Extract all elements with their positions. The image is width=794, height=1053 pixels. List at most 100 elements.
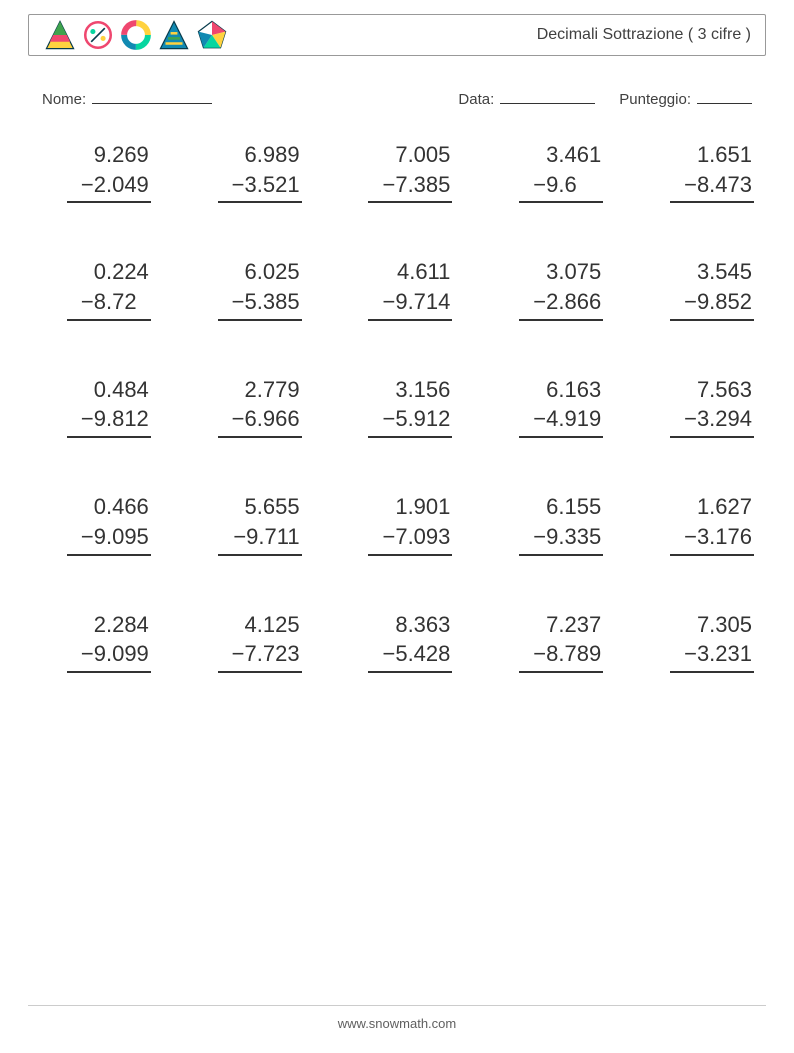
logo-row — [43, 18, 229, 52]
subtrahend: −2.866 — [519, 287, 603, 321]
problem: 0.484−9.812 — [40, 375, 151, 438]
problem: 4.611−9.714 — [342, 257, 453, 320]
minus-sign: − — [81, 524, 94, 549]
subtrahend: −4.919 — [519, 404, 603, 438]
header-bar: Decimali Sottrazione ( 3 cifre ) — [28, 14, 766, 56]
date-label: Data: — [458, 91, 494, 108]
problem: 3.461−9.6 — [492, 140, 603, 203]
problem: 0.466−9.095 — [40, 492, 151, 555]
minuend: 4.125 — [245, 610, 302, 640]
minus-sign: − — [232, 172, 245, 197]
minuend: 3.075 — [546, 257, 603, 287]
subtrahend: −8.72 — [67, 287, 151, 321]
score-field: Punteggio: — [619, 86, 752, 108]
minus-sign: − — [533, 172, 546, 197]
minus-sign: − — [533, 406, 546, 431]
minuend: 9.269 — [94, 140, 151, 170]
problem: 3.156−5.912 — [342, 375, 453, 438]
minuend: 2.779 — [245, 375, 302, 405]
minuend: 2.284 — [94, 610, 151, 640]
problem: 5.655−9.711 — [191, 492, 302, 555]
minuend: 0.466 — [94, 492, 151, 522]
problem: 3.545−9.852 — [643, 257, 754, 320]
subtrahend-value: 9.812 — [94, 406, 149, 431]
donut-icon — [119, 18, 153, 52]
subtrahend: −7.723 — [218, 639, 302, 673]
minus-sign: − — [232, 641, 245, 666]
minuend: 6.025 — [245, 257, 302, 287]
minus-sign: − — [684, 406, 697, 431]
subtrahend-value: 5.428 — [395, 641, 450, 666]
subtrahend-value: 7.093 — [395, 524, 450, 549]
footer-url: www.snowmath.com — [338, 1016, 456, 1031]
subtrahend: −3.231 — [670, 639, 754, 673]
minus-sign: − — [382, 406, 395, 431]
subtrahend-value: 3.231 — [697, 641, 752, 666]
problem: 8.363−5.428 — [342, 610, 453, 673]
name-label: Nome: — [42, 91, 86, 108]
problem: 2.779−6.966 — [191, 375, 302, 438]
pentagon-icon — [195, 18, 229, 52]
minuend: 7.005 — [395, 140, 452, 170]
subtrahend-value: 2.866 — [546, 289, 601, 314]
subtrahend-value: 8.72 — [94, 289, 149, 314]
score-blank[interactable] — [697, 86, 752, 104]
subtrahend-value: 3.294 — [697, 406, 752, 431]
subtrahend: −9.714 — [368, 287, 452, 321]
footer: www.snowmath.com — [28, 1005, 766, 1031]
minus-sign: − — [533, 524, 546, 549]
minuend: 7.563 — [697, 375, 754, 405]
problem: 6.163−4.919 — [492, 375, 603, 438]
minuend: 5.655 — [245, 492, 302, 522]
subtrahend: −8.473 — [670, 170, 754, 204]
minus-sign: − — [533, 641, 546, 666]
minus-sign: − — [232, 289, 245, 314]
problem: 3.075−2.866 — [492, 257, 603, 320]
meta-row: Nome: Data: Punteggio: — [42, 86, 752, 108]
minuend: 1.651 — [697, 140, 754, 170]
minus-sign: − — [81, 289, 94, 314]
problem: 1.627−3.176 — [643, 492, 754, 555]
subtrahend: −3.294 — [670, 404, 754, 438]
subtrahend-value: 9.714 — [395, 289, 450, 314]
minuend: 4.611 — [397, 257, 452, 287]
minus-sign: − — [684, 289, 697, 314]
minus-sign: − — [233, 524, 246, 549]
problem: 1.901−7.093 — [342, 492, 453, 555]
minuend: 1.901 — [395, 492, 452, 522]
circle-percent-icon — [81, 18, 115, 52]
subtrahend-value: 3.521 — [245, 172, 300, 197]
subtrahend: −3.521 — [218, 170, 302, 204]
subtrahend-value: 9.099 — [94, 641, 149, 666]
subtrahend-value: 4.919 — [546, 406, 601, 431]
subtrahend-value: 2.049 — [94, 172, 149, 197]
subtrahend: −7.093 — [368, 522, 452, 556]
minuend: 3.156 — [395, 375, 452, 405]
problem: 7.563−3.294 — [643, 375, 754, 438]
subtrahend: −9.6 — [519, 170, 603, 204]
problem: 9.269−2.049 — [40, 140, 151, 203]
subtrahend-value: 5.912 — [395, 406, 450, 431]
date-blank[interactable] — [500, 86, 595, 104]
problem: 0.224−8.72 — [40, 257, 151, 320]
minus-sign: − — [684, 524, 697, 549]
problem: 6.155−9.335 — [492, 492, 603, 555]
triangle-stripes-icon — [157, 18, 191, 52]
minus-sign: − — [533, 289, 546, 314]
problem: 7.305−3.231 — [643, 610, 754, 673]
minus-sign: − — [81, 172, 94, 197]
pyramid-icon — [43, 18, 77, 52]
minuend: 7.237 — [546, 610, 603, 640]
name-blank[interactable] — [92, 86, 212, 104]
minuend: 1.627 — [697, 492, 754, 522]
minuend: 0.224 — [94, 257, 151, 287]
subtrahend-value: 7.723 — [245, 641, 300, 666]
minus-sign: − — [382, 289, 395, 314]
problem: 1.651−8.473 — [643, 140, 754, 203]
minus-sign: − — [81, 641, 94, 666]
minuend: 6.163 — [546, 375, 603, 405]
minuend: 8.363 — [395, 610, 452, 640]
date-field: Data: — [458, 86, 595, 108]
score-label: Punteggio: — [619, 91, 691, 108]
subtrahend: −9.095 — [67, 522, 151, 556]
